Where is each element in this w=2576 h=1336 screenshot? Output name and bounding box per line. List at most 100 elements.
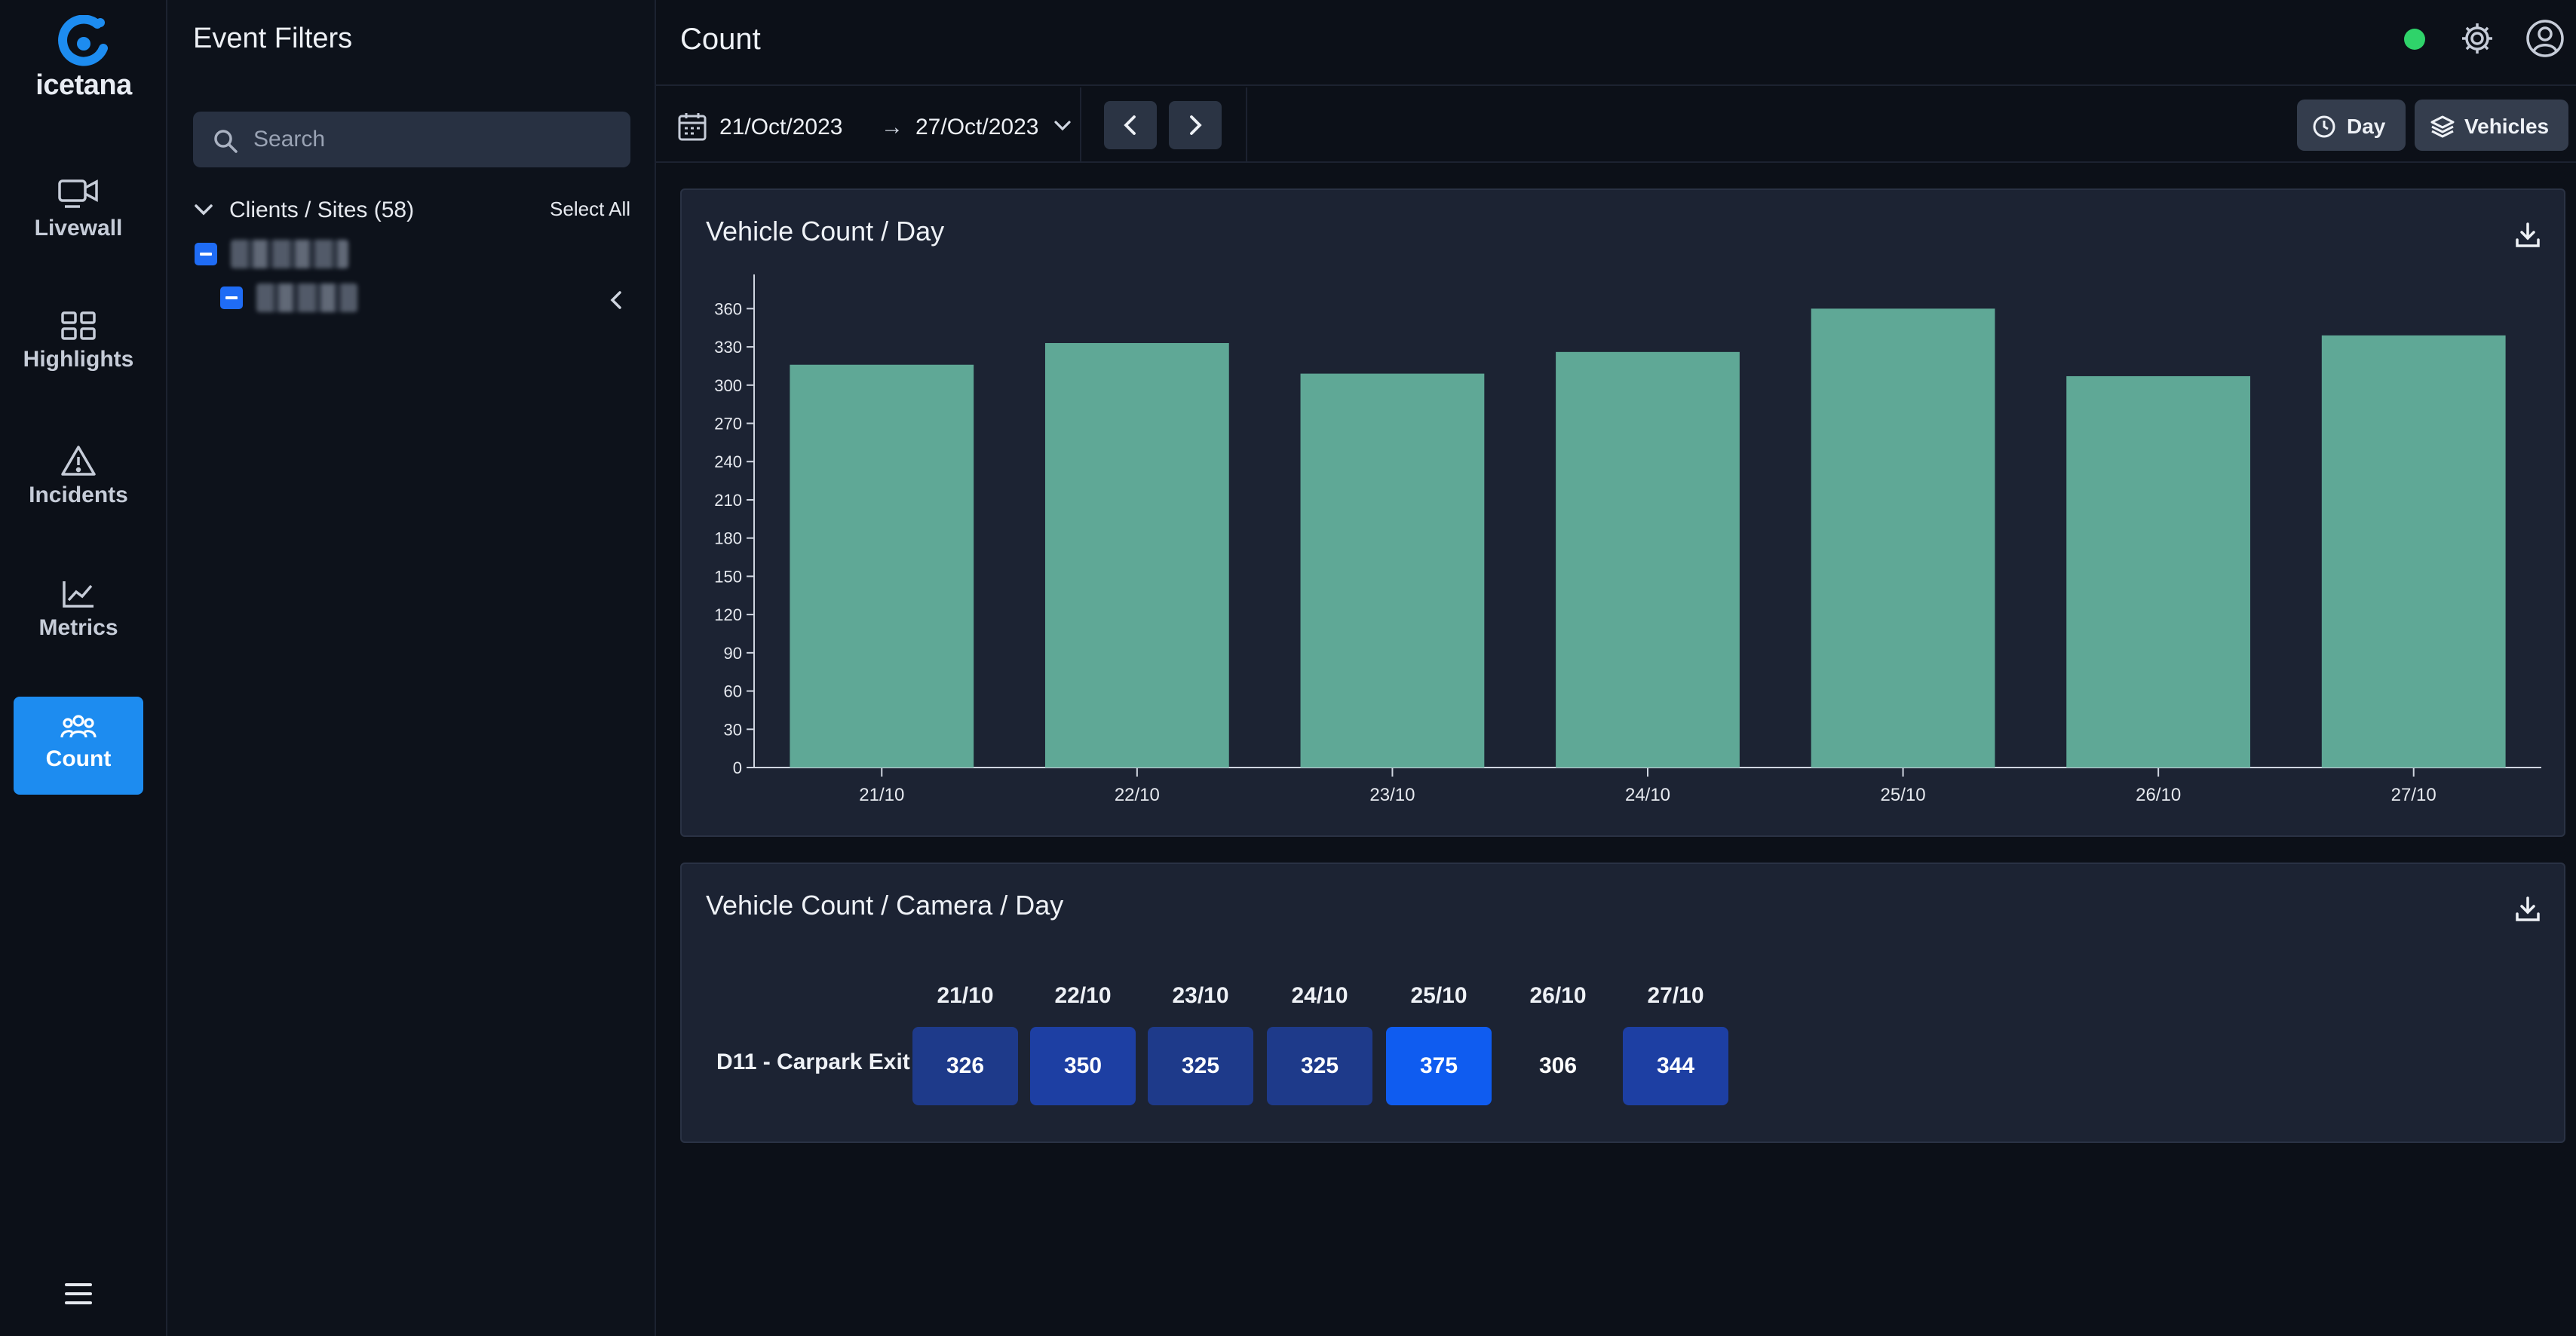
y-tick-label: 120 (714, 605, 742, 624)
user-account-icon[interactable] (2525, 18, 2565, 59)
y-tick-label: 150 (714, 567, 742, 586)
bar (1044, 343, 1229, 768)
download-icon[interactable] (2514, 222, 2541, 249)
line-chart-icon (63, 581, 94, 608)
gear-icon[interactable] (2460, 21, 2495, 56)
camera-row-label: D11 - Carpark Exit (716, 1049, 910, 1074)
chevron-down-icon[interactable] (193, 202, 214, 217)
y-tick-label: 180 (714, 529, 742, 548)
x-tick-label: 24/10 (1625, 785, 1670, 805)
vehicle-count-bar-chart: 0 30 60 90 120 150 180 210 240 270 300 330 360 21/10 2… (714, 274, 2541, 805)
column-header: 21/10 (937, 983, 994, 1008)
client-checkbox[interactable] (195, 243, 217, 265)
count-cell[interactable]: 350 (1030, 1027, 1136, 1105)
y-tick-label: 60 (724, 682, 742, 701)
nav-item-livewall[interactable]: Livewall (14, 160, 143, 258)
count-cell[interactable]: 326 (912, 1027, 1018, 1105)
clients-sites-header[interactable]: Clients / Sites (58) Select All (193, 196, 630, 226)
bar (1300, 373, 1485, 768)
count-cell[interactable]: 325 (1148, 1027, 1253, 1105)
count-cell[interactable]: 325 (1267, 1027, 1372, 1105)
divider (1080, 87, 1081, 163)
period-day-label: Day (2347, 115, 2386, 138)
download-icon[interactable] (2514, 896, 2541, 923)
x-tick-label: 21/10 (859, 785, 904, 805)
chevron-down-icon (1054, 121, 1071, 131)
brand-name: icetana (35, 69, 132, 101)
y-tick-label: 240 (714, 452, 742, 471)
column-header: 25/10 (1410, 983, 1467, 1008)
search-box[interactable] (193, 112, 630, 167)
site-checkbox[interactable] (220, 287, 243, 309)
bar (2066, 375, 2251, 768)
y-tick-label: 90 (724, 644, 742, 663)
bar (2321, 335, 2506, 768)
column-header: 27/10 (1647, 983, 1704, 1008)
nav-item-highlights[interactable]: Highlights (14, 294, 143, 392)
hamburger-menu-icon[interactable] (63, 1280, 94, 1307)
y-tick-label: 0 (733, 758, 742, 777)
chevron-left-icon (1124, 115, 1136, 135)
next-period-button[interactable] (1169, 101, 1222, 149)
x-tick-label: 22/10 (1115, 785, 1160, 805)
y-tick-label: 300 (714, 376, 742, 395)
nav-item-metrics[interactable]: Metrics (14, 562, 143, 660)
warning-icon (61, 446, 96, 476)
main-content: Count 21/Oct/2023 → 27/Oct/2023 (656, 0, 2576, 1336)
main-nav: icetana Livewall Highlights Incidents (0, 0, 167, 1336)
period-day-button[interactable]: Day (2297, 100, 2406, 151)
count-cell[interactable]: 306 (1538, 1053, 1578, 1078)
search-icon (214, 130, 238, 153)
bar (790, 364, 974, 768)
chevron-right-icon (1190, 115, 1202, 135)
chevron-left-icon[interactable] (609, 290, 623, 311)
vehicle-count-camera-day-card: Vehicle Count / Camera / Day 21/10 22/10… (680, 863, 2565, 1143)
nav-item-count[interactable]: Count (14, 697, 143, 795)
chart-title: Vehicle Count / Day (706, 216, 945, 247)
date-from: 21/Oct/2023 (719, 115, 843, 139)
calendar-icon (678, 113, 707, 141)
clients-sites-label: Clients / Sites (58) (229, 198, 415, 222)
column-header: 23/10 (1172, 983, 1229, 1008)
table-title: Vehicle Count / Camera / Day (706, 890, 1064, 921)
camera-icon (58, 179, 98, 208)
column-header: 22/10 (1054, 983, 1112, 1008)
count-cell[interactable]: 375 (1386, 1027, 1492, 1105)
column-header: 26/10 (1529, 983, 1587, 1008)
date-range-picker[interactable]: 21/Oct/2023 → 27/Oct/2023 (677, 106, 1077, 148)
filters-title: Event Filters (193, 23, 353, 54)
date-to: 27/Oct/2023 (915, 115, 1039, 139)
y-tick-label: 210 (714, 491, 742, 510)
connection-status-indicator (2404, 29, 2425, 50)
people-icon (60, 715, 97, 738)
page-title: Count (680, 23, 761, 56)
redacted-site-name (256, 283, 357, 312)
select-all-button[interactable]: Select All (550, 198, 630, 220)
bar (1811, 308, 1995, 768)
x-tick-label: 25/10 (1881, 785, 1926, 805)
divider (1246, 87, 1247, 163)
y-tick-label: 270 (714, 415, 742, 434)
y-tick-label: 330 (714, 338, 742, 357)
date-range-arrow: → (881, 115, 903, 139)
logo[interactable]: icetana (0, 15, 167, 102)
previous-period-button[interactable] (1104, 101, 1157, 149)
search-input[interactable] (253, 112, 615, 167)
y-tick-label: 360 (714, 299, 742, 318)
count-cell[interactable]: 344 (1623, 1027, 1728, 1105)
event-filters-panel: Event Filters Clients / Sites (58) Selec… (167, 0, 656, 1336)
type-vehicles-button[interactable]: Vehicles (2415, 100, 2568, 151)
brand-logo-icon (58, 15, 108, 66)
clock-icon (2313, 115, 2335, 138)
vehicle-count-day-card: Vehicle Count / Day 0 30 60 90 120 150 180 210 2… (680, 188, 2565, 837)
x-tick-label: 27/10 (2391, 785, 2436, 805)
column-header: 24/10 (1291, 983, 1348, 1008)
y-tick-label: 30 (724, 720, 742, 739)
redacted-client-name (231, 240, 348, 268)
nav-item-incidents[interactable]: Incidents (14, 428, 143, 526)
type-vehicles-label: Vehicles (2464, 115, 2550, 138)
bar (1556, 351, 1740, 768)
nav-label: Livewall (34, 216, 123, 241)
nav-label: Highlights (23, 347, 134, 372)
toolbar: 21/Oct/2023 → 27/Oct/2023 (656, 87, 2576, 163)
